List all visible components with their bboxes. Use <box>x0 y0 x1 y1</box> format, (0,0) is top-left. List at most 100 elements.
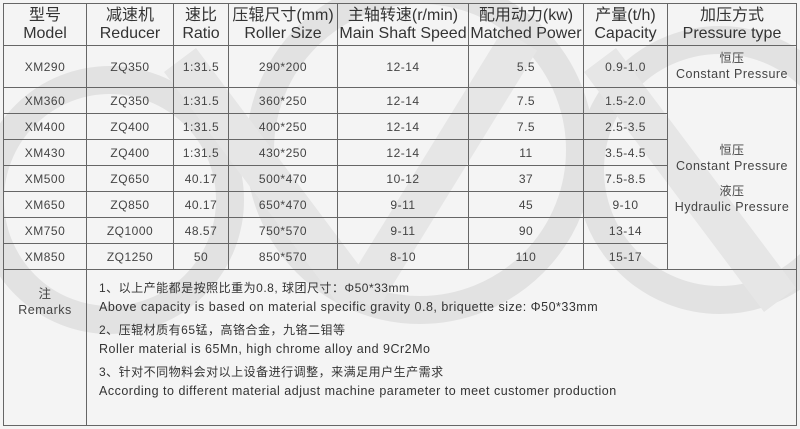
header-en: Pressure type <box>682 24 782 42</box>
table-cell: 1:31.5 <box>173 87 229 114</box>
table-cell: 750*570 <box>228 217 338 244</box>
table-cell: XM290 <box>3 45 87 88</box>
table-cell: 12-14 <box>337 45 469 88</box>
table-cell: XM650 <box>3 191 87 218</box>
header-en: Main Shaft Speed <box>339 24 467 42</box>
table-cell: 8-10 <box>337 243 469 270</box>
pressure-en: Constant Pressure <box>675 67 789 81</box>
table-cell: 5.5 <box>468 45 584 88</box>
table-cell: 7.5 <box>468 87 584 114</box>
table-cell: 12-14 <box>337 113 469 140</box>
table-cell: XM400 <box>3 113 87 140</box>
table-cell: ZQ650 <box>86 165 174 192</box>
pressure-type-cell: 恒压 Constant Pressure <box>667 45 797 88</box>
column-header: 主轴转速(r/min) Main Shaft Speed <box>337 3 469 46</box>
table-cell: 1:31.5 <box>173 113 229 140</box>
remarks-label-en: Remarks <box>18 303 72 317</box>
table-cell: 9-11 <box>337 191 469 218</box>
table-row: XM500 ZQ650 40.17 500*470 10-12 37 7.5-8.5 <box>3 165 797 192</box>
table-cell: 9-10 <box>583 191 668 218</box>
header-zh: 型号 <box>28 6 61 24</box>
table-cell: 40.17 <box>173 165 229 192</box>
column-header: 压辊尺寸(mm) Roller Size <box>228 3 338 46</box>
header-zh: 压辊尺寸(mm) <box>232 6 334 24</box>
remark-en: Roller material is 65Mn, high chrome all… <box>99 342 431 356</box>
header-zh: 产量(t/h) <box>595 6 656 24</box>
table-cell: 40.17 <box>173 191 229 218</box>
table-cell: XM430 <box>3 139 87 166</box>
table-cell: 7.5 <box>468 113 584 140</box>
table-cell: ZQ400 <box>86 113 174 140</box>
table-cell: 13-14 <box>583 217 668 244</box>
table-cell: 37 <box>468 165 584 192</box>
table-cell: 500*470 <box>228 165 338 192</box>
table-cell: ZQ350 <box>86 45 174 88</box>
table-cell: 50 <box>173 243 229 270</box>
table-row: XM650 ZQ850 40.17 650*470 9-11 45 9-10 <box>3 191 797 218</box>
table-cell: ZQ1250 <box>86 243 174 270</box>
pressure-zh: 恒压 <box>719 142 745 157</box>
table-cell: XM850 <box>3 243 87 270</box>
remark-en: According to different material adjust m… <box>99 384 617 398</box>
table-cell: 12-14 <box>337 139 469 166</box>
header-zh: 配用动力(kw) <box>478 6 574 24</box>
table-cell: 11 <box>468 139 584 166</box>
pressure-type-cell: 恒压 Constant Pressure 液压 Hydraulic Pressure <box>667 87 797 270</box>
header-en: Capacity <box>594 24 657 42</box>
table-cell: ZQ350 <box>86 87 174 114</box>
table-cell: 1:31.5 <box>173 45 229 88</box>
table-cell: 400*250 <box>228 113 338 140</box>
pressure-en: Constant Pressure <box>675 158 789 173</box>
table-cell: 430*250 <box>228 139 338 166</box>
pressure-zh: 液压 <box>719 183 745 198</box>
header-en: Ratio <box>182 24 220 42</box>
header-en: Model <box>23 24 67 42</box>
remark-en: Above capacity is based on material spec… <box>99 300 599 314</box>
table-cell: ZQ400 <box>86 139 174 166</box>
table-cell: 45 <box>468 191 584 218</box>
table-cell: ZQ850 <box>86 191 174 218</box>
table-cell: 290*200 <box>228 45 338 88</box>
header-en: Matched Power <box>470 24 582 42</box>
remarks-row: 注 Remarks 1、以上产能都是按照比重为0.8, 球团尺寸：Φ50*33mm A… <box>3 269 797 426</box>
table-cell: 12-14 <box>337 87 469 114</box>
table-cell: 10-12 <box>337 165 469 192</box>
table-cell: 9-11 <box>337 217 469 244</box>
table-cell: XM500 <box>3 165 87 192</box>
table-cell: 1.5-2.0 <box>583 87 668 114</box>
table-row: XM750 ZQ1000 48.57 750*570 9-11 90 13-14 <box>3 217 797 244</box>
table-cell: 650*470 <box>228 191 338 218</box>
table-cell: XM750 <box>3 217 87 244</box>
table-row: XM430 ZQ400 1:31.5 430*250 12-14 11 3.5-4.5 <box>3 139 797 166</box>
table-row: XM400 ZQ400 1:31.5 400*250 12-14 7.5 2.5-3.5 <box>3 113 797 140</box>
column-header: 速比 Ratio <box>173 3 229 46</box>
remarks-label-zh: 注 <box>38 287 52 301</box>
header-zh: 减速机 <box>105 6 154 24</box>
column-header: 加压方式 Pressure type <box>667 3 797 46</box>
header-zh: 速比 <box>184 6 217 24</box>
header-zh: 主轴转速(r/min) <box>347 6 459 24</box>
remark-zh: 1、以上产能都是按照比重为0.8, 球团尺寸：Φ50*33mm <box>99 281 410 295</box>
table-cell: 850*570 <box>228 243 338 270</box>
remarks-content: 1、以上产能都是按照比重为0.8, 球团尺寸：Φ50*33mm Above cap… <box>86 269 797 426</box>
table-cell: 360*250 <box>228 87 338 114</box>
remark-zh: 3、针对不同物料会对以上设备进行调整，来满足用户生产需求 <box>99 365 444 379</box>
remarks-label: 注 Remarks <box>3 269 87 426</box>
table-cell: 110 <box>468 243 584 270</box>
table-cell: 7.5-8.5 <box>583 165 668 192</box>
table-cell: 48.57 <box>173 217 229 244</box>
remark-zh: 2、压辊材质有65锰，高铬合金，九铬二钼等 <box>99 323 346 337</box>
column-header: 配用动力(kw) Matched Power <box>468 3 584 46</box>
table-row: XM290 ZQ350 1:31.5 290*200 12-14 5.5 0.9-1.0 恒压… <box>3 45 797 88</box>
column-header: 产量(t/h) Capacity <box>583 3 668 46</box>
header-row: 型号 Model 减速机 Reducer 速比 Ratio 压辊尺寸(mm) Roller S… <box>3 3 797 46</box>
table-cell: 15-17 <box>583 243 668 270</box>
table-cell: XM360 <box>3 87 87 114</box>
table-cell: 3.5-4.5 <box>583 139 668 166</box>
table-cell: 1:31.5 <box>173 139 229 166</box>
pressure-zh: 恒压 <box>719 51 745 65</box>
column-header: 型号 Model <box>3 3 87 46</box>
table-cell: 2.5-3.5 <box>583 113 668 140</box>
table-cell: ZQ1000 <box>86 217 174 244</box>
pressure-en: Hydraulic Pressure <box>674 199 790 214</box>
